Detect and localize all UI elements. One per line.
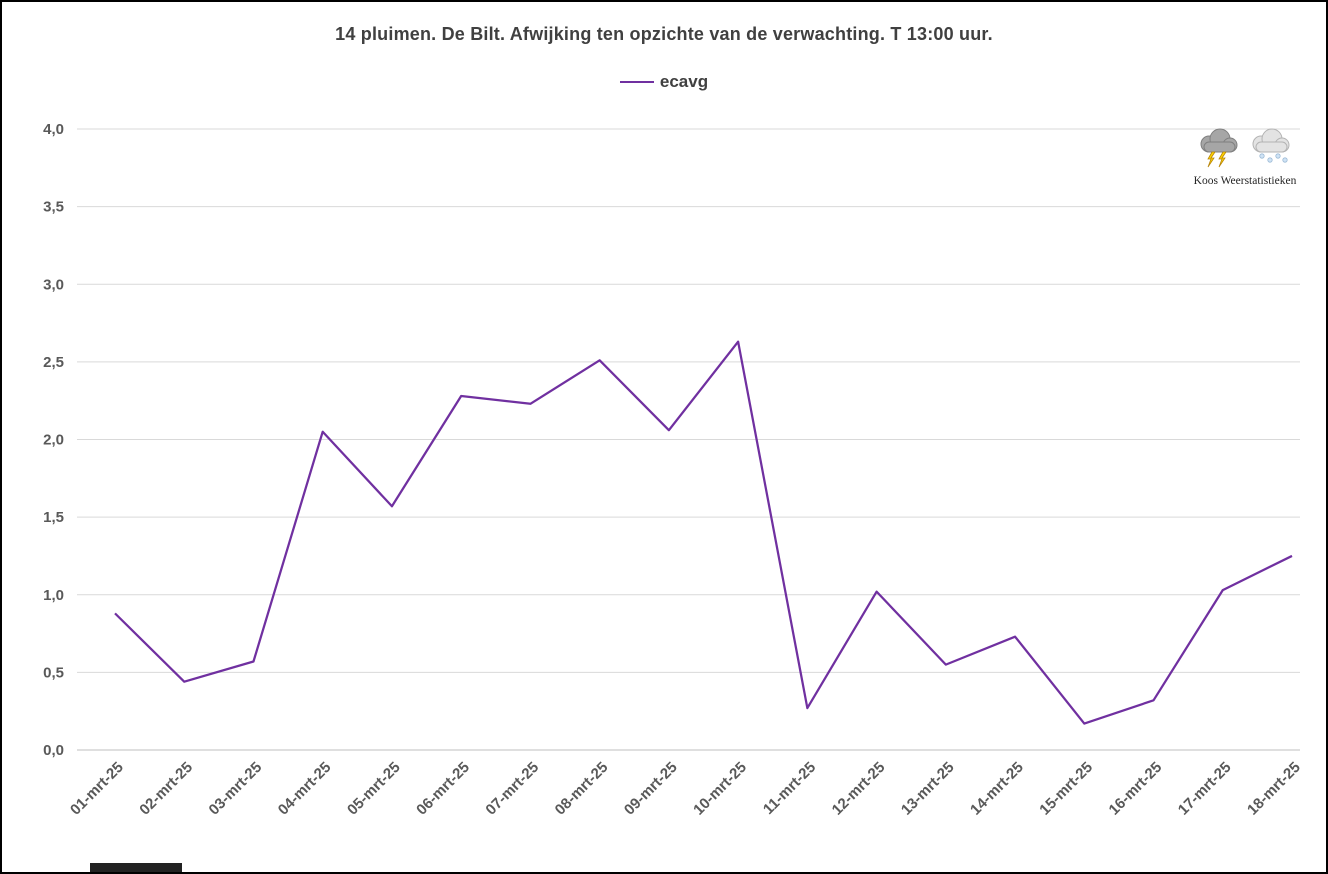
x-tick-label: 13-mrt-25 [898,759,958,819]
x-tick-label: 10-mrt-25 [690,759,750,819]
snow-cloud-icon [1252,128,1290,163]
x-tick-label: 02-mrt-25 [136,759,196,819]
storm-cloud-icon [1200,128,1238,168]
logo-caption: Koos Weerstatistieken [1193,175,1297,187]
chart-title: 14 pluimen. De Bilt. Afwijking ten opzic… [335,24,993,44]
y-tick-label: 1,5 [43,509,64,526]
legend: ecavg [2,72,1326,92]
x-tick-label: 17-mrt-25 [1175,759,1235,819]
y-axis-tick-labels: 0,0 0,5 1,0 1,5 2,0 2,5 3,0 3,5 4,0 [43,121,64,759]
x-tick-label: 01-mrt-25 [67,759,127,819]
x-tick-label: 15-mrt-25 [1036,759,1096,819]
y-tick-label: 2,5 [43,354,64,371]
gridlines [77,128,1300,751]
x-tick-label: 08-mrt-25 [552,759,612,819]
x-tick-label: 18-mrt-25 [1244,759,1304,819]
x-tick-label: 11-mrt-25 [760,759,819,818]
y-tick-label: 0,0 [43,742,64,759]
x-tick-label: 14-mrt-25 [967,759,1027,819]
x-tick-label: 04-mrt-25 [275,759,335,819]
y-tick-label: 0,5 [43,664,64,681]
series-line-ecavg [114,340,1293,725]
y-tick-label: 1,0 [43,587,64,604]
x-tick-label: 03-mrt-25 [206,759,266,819]
x-tick-label: 07-mrt-25 [482,759,542,819]
x-tick-label: 12-mrt-25 [829,759,889,819]
legend-line-ecavg [619,81,654,83]
logo: Koos Weerstatistieken [1176,127,1314,187]
x-tick-label: 16-mrt-25 [1106,759,1166,819]
x-tick-label: 06-mrt-25 [413,759,473,819]
x-tick-label: 05-mrt-25 [344,759,404,819]
y-tick-label: 4,0 [43,121,64,138]
legend-label-ecavg: ecavg [659,72,709,91]
scrollbar-thumb[interactable] [90,863,182,872]
y-tick-label: 3,5 [43,199,64,216]
x-axis-tick-labels: 01-mrt-25 02-mrt-25 03-mrt-25 04-mrt-25 05-m… [67,759,1304,819]
logo-icons [1176,127,1314,169]
y-tick-label: 3,0 [43,276,64,293]
y-tick-label: 2,0 [43,432,64,449]
x-tick-label: 09-mrt-25 [621,759,681,819]
